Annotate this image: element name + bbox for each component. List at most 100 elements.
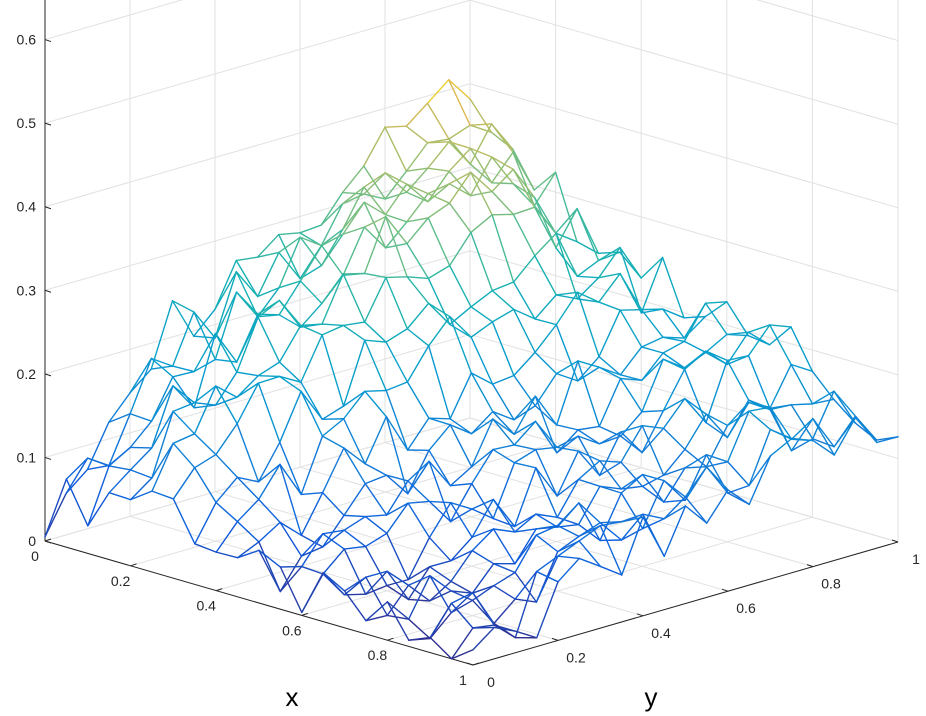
mesh-edge bbox=[256, 287, 280, 298]
mesh-edge bbox=[385, 341, 409, 383]
mesh-edge bbox=[320, 233, 344, 267]
mesh-edge bbox=[236, 549, 260, 559]
surface-mesh bbox=[44, 79, 899, 660]
mesh-edge bbox=[407, 480, 430, 503]
mesh-edge bbox=[363, 172, 386, 188]
mesh-edge bbox=[278, 232, 301, 236]
mesh-edge bbox=[257, 374, 281, 378]
mesh-edge bbox=[428, 449, 452, 487]
mesh-edge bbox=[405, 102, 429, 127]
mesh-edge bbox=[769, 437, 793, 457]
mesh-edge bbox=[365, 576, 388, 617]
mesh-edge bbox=[514, 570, 538, 600]
mesh-edge bbox=[214, 259, 237, 310]
mesh-edge bbox=[598, 431, 622, 445]
mesh-edge bbox=[236, 498, 260, 523]
z-tick-label: 0.4 bbox=[17, 199, 37, 215]
mesh-edge bbox=[576, 275, 600, 279]
mesh-edge bbox=[534, 294, 557, 320]
mesh-edge bbox=[129, 447, 153, 471]
mesh-edge bbox=[620, 473, 644, 494]
mesh-edge bbox=[533, 196, 557, 249]
mesh-edge bbox=[640, 336, 664, 348]
mesh-edge bbox=[620, 492, 644, 530]
mesh-edge bbox=[556, 524, 580, 538]
mesh-edge bbox=[578, 502, 601, 524]
mesh-edge bbox=[641, 424, 665, 476]
mesh-edge bbox=[490, 123, 514, 153]
mesh-edge bbox=[343, 545, 367, 550]
grid-line bbox=[299, 466, 729, 592]
mesh-edge bbox=[171, 300, 195, 337]
mesh-edge bbox=[322, 529, 345, 548]
mesh-edge bbox=[663, 467, 686, 503]
mesh-edge bbox=[598, 431, 622, 477]
mesh-edge bbox=[790, 363, 814, 405]
mesh-edge bbox=[406, 192, 429, 223]
mesh-edge bbox=[493, 584, 516, 600]
mesh-edge bbox=[790, 417, 814, 440]
mesh-edge bbox=[577, 485, 601, 526]
x-tick bbox=[130, 563, 137, 567]
mesh-edge bbox=[598, 246, 621, 279]
mesh-edge bbox=[470, 372, 494, 385]
mesh-edge bbox=[365, 584, 388, 595]
mesh-edge bbox=[341, 165, 365, 194]
grid-line bbox=[469, 250, 899, 376]
mesh-edge bbox=[642, 516, 665, 557]
mesh-edge bbox=[620, 485, 644, 490]
mesh-edge bbox=[449, 315, 472, 338]
mesh-edge bbox=[300, 390, 324, 437]
mesh-edge bbox=[512, 255, 536, 283]
mesh-edge bbox=[129, 490, 153, 501]
mesh-edge bbox=[214, 271, 238, 339]
mesh-edge bbox=[790, 326, 814, 373]
mesh-edge bbox=[214, 271, 238, 310]
mesh-edge bbox=[662, 358, 686, 371]
mesh-edge bbox=[300, 324, 323, 336]
mesh-edge bbox=[427, 302, 451, 318]
mesh-edge bbox=[470, 289, 493, 308]
mesh-edge bbox=[279, 441, 302, 496]
mesh-edge bbox=[364, 463, 388, 476]
mesh-edge bbox=[193, 358, 217, 373]
mesh-edge bbox=[450, 502, 473, 510]
mesh-edge bbox=[151, 442, 174, 492]
y-tick-label: 0.6 bbox=[736, 600, 756, 616]
mesh-edge bbox=[599, 485, 622, 494]
mesh-edge bbox=[449, 315, 473, 374]
mesh-edge bbox=[258, 521, 281, 543]
mesh-edge bbox=[577, 450, 601, 477]
mesh-edge bbox=[491, 281, 515, 292]
mesh-edge bbox=[448, 147, 472, 172]
mesh-edge bbox=[299, 236, 323, 247]
mesh-edge bbox=[321, 233, 344, 247]
mesh-edge bbox=[429, 575, 452, 614]
mesh-edge bbox=[450, 536, 473, 562]
mesh-edge bbox=[471, 448, 494, 485]
mesh-edge bbox=[172, 376, 195, 409]
mesh-edge bbox=[493, 624, 517, 639]
mesh-edge bbox=[705, 466, 729, 491]
mesh-edge bbox=[534, 395, 558, 426]
mesh-edge bbox=[641, 474, 665, 488]
mesh-edge bbox=[108, 446, 132, 467]
mesh-edge bbox=[491, 374, 515, 385]
mesh-edge bbox=[577, 460, 601, 481]
mesh-edge bbox=[364, 339, 387, 392]
grid-line bbox=[387, 516, 813, 641]
mesh-edge bbox=[684, 397, 707, 415]
mesh-edge bbox=[833, 390, 856, 424]
mesh-edge bbox=[406, 242, 430, 280]
mesh-edge bbox=[214, 291, 238, 361]
mesh-edge bbox=[407, 566, 431, 581]
mesh-edge bbox=[663, 479, 687, 498]
mesh-edge bbox=[235, 271, 259, 318]
mesh-edge bbox=[343, 590, 367, 622]
mesh-edge bbox=[535, 555, 559, 573]
mesh-edge bbox=[512, 213, 536, 257]
mesh-edge bbox=[640, 308, 664, 338]
mesh-edge bbox=[300, 381, 323, 421]
mesh-edge bbox=[534, 232, 557, 257]
mesh-edge bbox=[833, 398, 856, 424]
